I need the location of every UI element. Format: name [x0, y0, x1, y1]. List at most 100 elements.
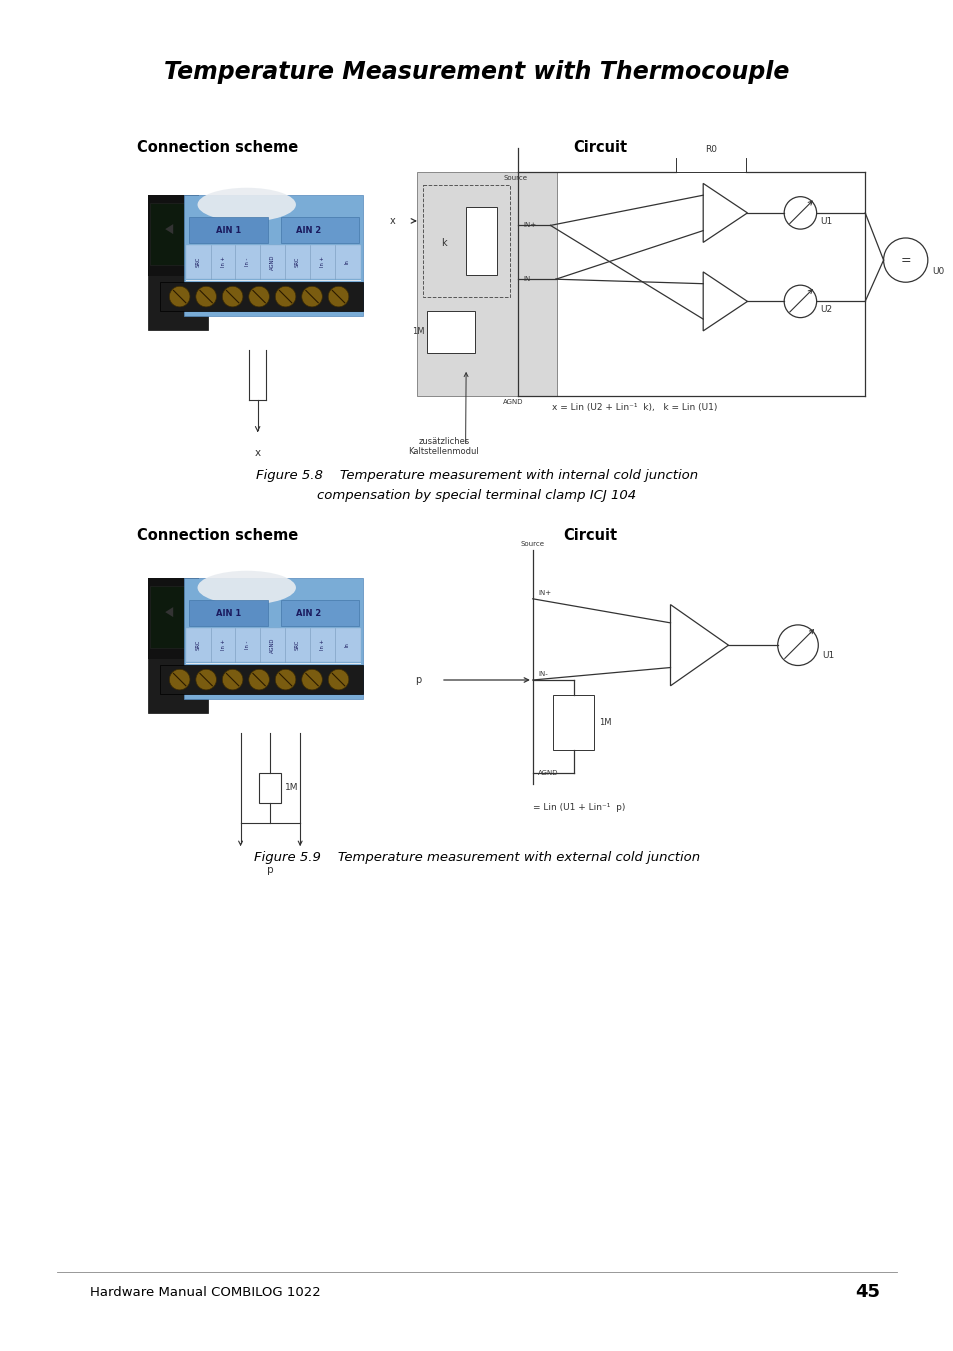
Circle shape — [222, 669, 243, 690]
Text: compensation by special terminal clamp ICJ 104: compensation by special terminal clamp I… — [317, 489, 636, 503]
Bar — [184, 195, 363, 316]
Bar — [416, 172, 557, 396]
Circle shape — [249, 286, 269, 307]
Circle shape — [328, 669, 349, 690]
Text: SRC: SRC — [294, 257, 299, 267]
Text: In: In — [344, 259, 349, 265]
Text: Circuit: Circuit — [562, 527, 617, 543]
Bar — [186, 245, 361, 278]
Circle shape — [777, 626, 818, 666]
Text: 1M: 1M — [598, 717, 611, 727]
Bar — [150, 586, 189, 647]
Text: AGND: AGND — [537, 770, 558, 775]
Text: Temperature Measurement with Thermocouple: Temperature Measurement with Thermocoupl… — [164, 59, 789, 84]
Text: IN+: IN+ — [523, 223, 536, 228]
Text: AIN 2: AIN 2 — [295, 608, 320, 617]
Text: SRC: SRC — [195, 639, 200, 650]
Bar — [184, 578, 363, 698]
Circle shape — [882, 238, 927, 282]
Text: AGND: AGND — [270, 254, 274, 269]
Text: x = Lin (U2 + Lin⁻¹  k),   k = Lin (U1): x = Lin (U2 + Lin⁻¹ k), k = Lin (U1) — [552, 403, 717, 412]
Text: Figure 5.9    Temperature measurement with external cold junction: Figure 5.9 Temperature measurement with … — [253, 851, 700, 863]
Text: p: p — [267, 865, 274, 875]
Bar — [150, 203, 189, 265]
Text: IN+: IN+ — [537, 590, 551, 596]
Ellipse shape — [197, 188, 295, 222]
Bar — [676, 157, 745, 172]
Text: U1: U1 — [819, 216, 831, 226]
Bar — [259, 773, 281, 802]
Bar — [148, 219, 208, 330]
Bar — [427, 311, 475, 353]
Text: 45: 45 — [854, 1283, 879, 1301]
Bar — [190, 216, 268, 243]
Text: R0: R0 — [704, 145, 717, 154]
Text: 1M: 1M — [285, 784, 298, 793]
Bar — [280, 216, 359, 243]
Text: In +: In + — [220, 257, 225, 267]
Circle shape — [783, 197, 816, 230]
Text: zusätzliches
Kaltstellenmodul: zusätzliches Kaltstellenmodul — [408, 438, 478, 457]
Circle shape — [195, 286, 216, 307]
Bar — [186, 662, 361, 665]
Circle shape — [170, 286, 190, 307]
Circle shape — [249, 669, 269, 690]
Bar — [190, 600, 268, 627]
Text: IN-: IN- — [523, 276, 533, 282]
Text: Source: Source — [503, 174, 527, 181]
Text: U1: U1 — [821, 651, 834, 659]
Text: Source: Source — [520, 540, 544, 547]
Bar — [422, 185, 509, 297]
Bar — [160, 282, 363, 311]
Text: In +: In + — [220, 639, 225, 650]
Bar — [186, 628, 361, 662]
Text: 1M: 1M — [412, 327, 424, 336]
Polygon shape — [165, 224, 173, 234]
Text: AIN 1: AIN 1 — [216, 226, 241, 235]
Text: Figure 5.8    Temperature measurement with internal cold junction: Figure 5.8 Temperature measurement with … — [255, 470, 698, 482]
Text: Connection scheme: Connection scheme — [137, 141, 298, 155]
Text: U2: U2 — [819, 305, 831, 313]
Text: AGND: AGND — [502, 399, 522, 405]
Polygon shape — [165, 607, 173, 617]
Text: k: k — [441, 238, 447, 249]
Text: U0: U0 — [931, 266, 943, 276]
Circle shape — [222, 286, 243, 307]
Text: p: p — [416, 676, 421, 685]
Text: In +: In + — [319, 639, 324, 650]
Text: Circuit: Circuit — [573, 141, 626, 155]
Text: x: x — [390, 216, 395, 226]
Circle shape — [170, 669, 190, 690]
Bar — [160, 665, 363, 694]
Bar — [553, 694, 594, 750]
Text: SRC: SRC — [294, 639, 299, 650]
Circle shape — [783, 285, 816, 317]
Text: AIN 2: AIN 2 — [295, 226, 320, 235]
Bar — [186, 280, 361, 281]
Text: SRC: SRC — [195, 257, 200, 267]
Text: x: x — [254, 449, 260, 458]
Circle shape — [301, 286, 322, 307]
Text: In: In — [344, 642, 349, 647]
Text: In -: In - — [245, 258, 250, 266]
Text: AIN 1: AIN 1 — [216, 608, 241, 617]
Circle shape — [275, 286, 295, 307]
Bar — [466, 208, 497, 274]
Text: = Lin (U1 + Lin⁻¹  p): = Lin (U1 + Lin⁻¹ p) — [532, 802, 624, 812]
Text: =: = — [900, 254, 910, 266]
Text: Hardware Manual COMBILOG 1022: Hardware Manual COMBILOG 1022 — [90, 1286, 320, 1298]
Ellipse shape — [197, 570, 295, 605]
Circle shape — [301, 669, 322, 690]
Circle shape — [328, 286, 349, 307]
Circle shape — [275, 669, 295, 690]
Bar — [280, 600, 359, 627]
Text: AGND: AGND — [270, 638, 274, 653]
Bar — [148, 601, 208, 713]
Text: IN-: IN- — [537, 671, 547, 677]
Bar — [148, 578, 199, 658]
Text: In -: In - — [245, 640, 250, 648]
Text: In +: In + — [319, 257, 324, 267]
Text: Connection scheme: Connection scheme — [137, 527, 298, 543]
Bar — [148, 195, 199, 276]
Circle shape — [195, 669, 216, 690]
